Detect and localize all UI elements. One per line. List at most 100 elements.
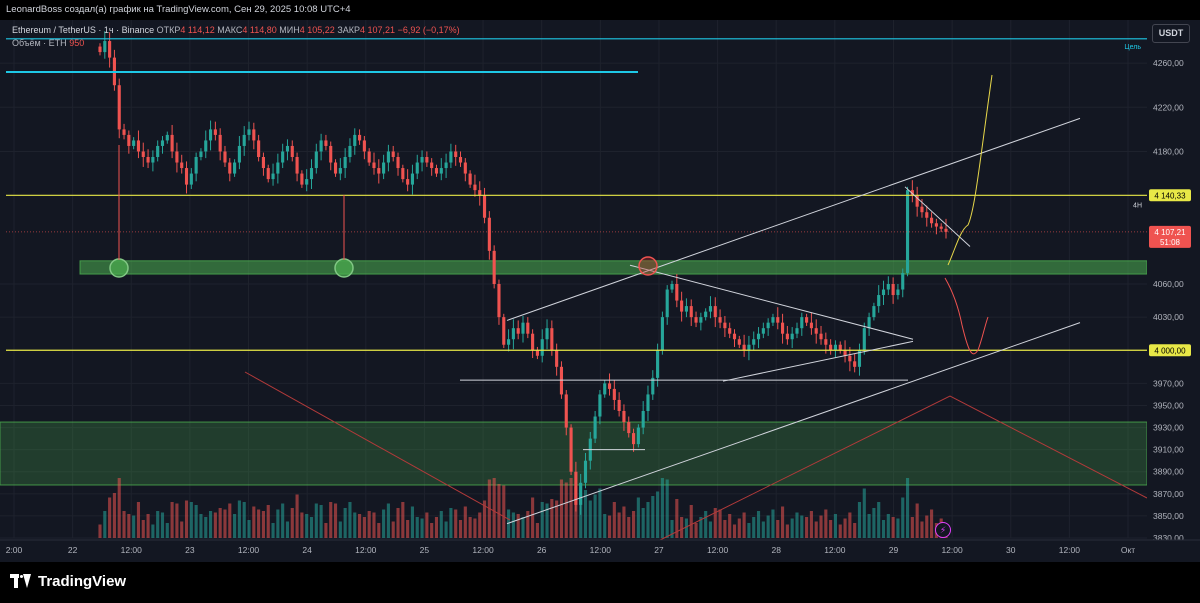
volume-bar <box>607 515 612 538</box>
candle-body <box>415 162 419 174</box>
price-label-text: 4 000,00 <box>1154 346 1186 355</box>
target-label: Цель <box>1124 44 1141 51</box>
candle-body <box>718 317 722 323</box>
candle-body <box>228 162 232 174</box>
candle-body <box>684 306 688 312</box>
volume-bar <box>237 500 241 538</box>
candle-body <box>896 289 900 296</box>
lightning-icon[interactable]: ⚡ <box>935 522 951 538</box>
volume-bar <box>646 502 650 538</box>
volume-bar <box>752 517 756 538</box>
candle-body <box>872 306 876 318</box>
price-tick-label: 4030,00 <box>1153 312 1184 322</box>
candle-body <box>300 173 304 185</box>
trend-line <box>629 264 914 340</box>
candle-body <box>583 460 588 483</box>
candle-body <box>420 157 424 163</box>
time-tick-label: 30 <box>1006 545 1016 555</box>
time-tick-label: 22 <box>68 545 78 555</box>
candle-body <box>482 195 487 218</box>
footer <box>0 562 1200 603</box>
time-tick-label: Окт <box>1121 545 1135 555</box>
triangle-line <box>649 395 1148 546</box>
volume-bar <box>853 523 857 538</box>
price-tick-label: 3830,00 <box>1153 533 1184 543</box>
price-tick-label: 4260,00 <box>1153 58 1184 68</box>
volume-bar <box>468 517 472 538</box>
candle-body <box>641 411 645 428</box>
volume-bar <box>482 500 487 538</box>
candle-body <box>199 151 203 157</box>
volume-bar <box>233 514 237 538</box>
candle-body <box>353 134 357 146</box>
volume-bar <box>170 502 174 538</box>
trend-line <box>904 186 971 247</box>
candle-body <box>819 333 823 340</box>
close-value: 4 107,21 <box>360 25 396 35</box>
candle-body <box>406 179 410 185</box>
volume-bar <box>266 505 270 538</box>
volume-bar <box>641 508 645 538</box>
candle-body <box>867 317 871 329</box>
candle-body <box>329 145 333 163</box>
candle-body <box>257 140 261 157</box>
volume-bar <box>98 524 102 538</box>
volume-bar <box>569 478 573 538</box>
time-tick-label: 29 <box>889 545 899 555</box>
candle-body <box>838 344 842 351</box>
candle-body <box>295 157 299 174</box>
candle-body <box>857 350 862 367</box>
time-tick-label: 25 <box>420 545 430 555</box>
candle-body <box>478 190 482 196</box>
price-tick-label: 3870,00 <box>1153 489 1184 499</box>
volume-bar <box>454 509 458 538</box>
candle-body <box>396 157 400 169</box>
volume-bar <box>737 518 741 538</box>
support-zone <box>79 260 1148 275</box>
candle-body <box>146 157 150 163</box>
candle-body <box>454 151 458 157</box>
volume-bar <box>285 521 290 538</box>
volume-bar <box>564 482 568 538</box>
tradingview-logo[interactable]: TradingView <box>10 571 126 591</box>
currency-button[interactable]: USDT <box>1152 24 1190 43</box>
volume-bar <box>550 499 554 538</box>
candle-body <box>540 339 544 356</box>
candle-body <box>213 129 217 135</box>
candle-body <box>531 333 535 351</box>
candle-body <box>622 411 626 423</box>
volume-bar <box>410 506 415 538</box>
candle-body <box>117 85 121 130</box>
price-tick-label: 3930,00 <box>1153 423 1184 433</box>
candle-body <box>343 157 347 169</box>
volume-bar <box>723 520 727 538</box>
support-zone <box>0 421 1148 486</box>
candle-body <box>795 328 799 334</box>
volume-bar <box>415 517 419 538</box>
volume-bar <box>540 502 544 538</box>
time-tick-label: 12:00 <box>590 545 612 555</box>
candle-body <box>704 311 708 318</box>
volume-bar <box>507 509 511 538</box>
volume-bar <box>579 496 583 538</box>
candle-body <box>189 173 193 185</box>
volume-bar <box>309 517 314 538</box>
countdown-label: 51:08 <box>1160 238 1181 247</box>
price-tick-label: 4060,00 <box>1153 279 1184 289</box>
timeframe-tag: 4H <box>1133 202 1142 209</box>
volume-bar <box>896 518 900 538</box>
volume-bar <box>117 478 121 538</box>
volume-bar <box>877 502 881 538</box>
candle-body <box>636 427 640 445</box>
candle-body <box>891 284 895 296</box>
volume-bar <box>526 511 530 538</box>
candle-body <box>901 272 905 290</box>
symbol-name[interactable]: Ethereum / TetherUS · 1ч · Binance <box>12 25 155 35</box>
candle-body <box>377 168 381 174</box>
candle-body <box>689 306 693 318</box>
volume-bar <box>781 506 785 538</box>
candle-body <box>516 328 520 334</box>
price-chart[interactable]: Цель 4H 4260,00 4220,00 4180,00 4060,00 4030,0… <box>0 20 1200 562</box>
candle-body <box>915 195 919 207</box>
price-label-box <box>1149 189 1191 202</box>
